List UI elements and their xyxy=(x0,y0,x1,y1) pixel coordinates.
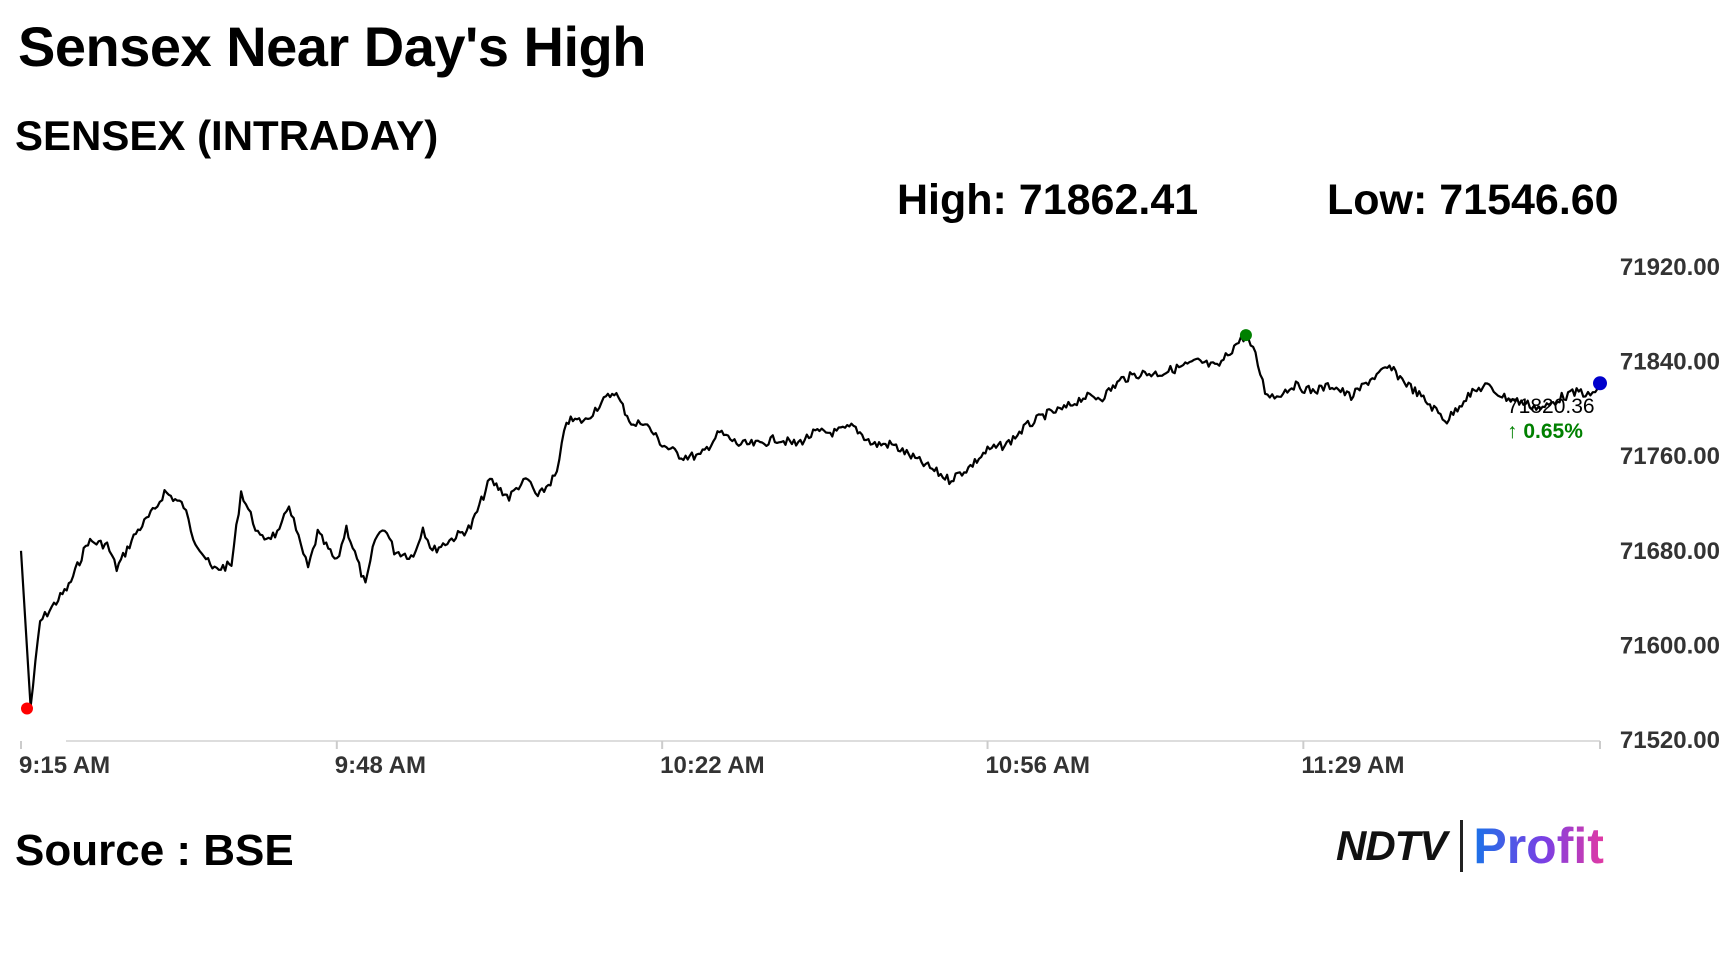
y-tick-label: 71680.00 xyxy=(1620,538,1720,565)
x-axis: 9:15 AM 9:48 AM 10:22 AM 10:56 AM 11:29 AM xyxy=(19,740,1601,779)
y-tick-label: 71840.00 xyxy=(1620,349,1720,376)
low-value: Low: 71546.60 xyxy=(1327,176,1619,224)
chart-title: Sensex Near Day's High xyxy=(18,15,646,78)
last-value-marker xyxy=(1593,376,1607,391)
y-tick-label: 71920.00 xyxy=(1620,254,1720,281)
x-tick-label: 9:15 AM xyxy=(19,752,110,779)
source-label: Source : BSE xyxy=(15,826,294,875)
chart-subtitle: SENSEX (INTRADAY) xyxy=(15,112,439,159)
high-marker xyxy=(1239,329,1252,342)
y-tick-label: 71600.00 xyxy=(1620,632,1720,659)
logo-profit-text: Profit xyxy=(1473,818,1604,874)
logo-ndtv-text: NDTV xyxy=(1336,822,1447,869)
y-axis: 71520.00 71600.00 71680.00 71760.00 71840.00… xyxy=(1620,254,1720,754)
sensex-series-line xyxy=(19,334,1601,708)
x-tick-label: 11:29 AM xyxy=(1301,752,1404,779)
intraday-line-chart: 71520.00 71600.00 71680.00 71760.00 71840.00… xyxy=(19,254,1720,779)
x-tick-label: 10:56 AM xyxy=(986,752,1090,779)
x-tick-label: 9:48 AM xyxy=(335,752,426,779)
series-layer xyxy=(19,334,1601,708)
ndtv-profit-logo: NDTV Profit xyxy=(1336,818,1604,874)
last-value-label: 71820.36 xyxy=(1507,395,1595,418)
high-value: High: 71862.41 xyxy=(897,176,1199,224)
y-tick-label: 71760.00 xyxy=(1620,443,1720,470)
low-marker xyxy=(21,702,33,715)
change-label: ↑ 0.65% xyxy=(1507,420,1583,443)
marker-layer xyxy=(21,329,1607,715)
logo-divider xyxy=(1460,820,1464,872)
y-tick-label: 71520.00 xyxy=(1620,727,1720,754)
x-tick-label: 10:22 AM xyxy=(660,752,764,779)
